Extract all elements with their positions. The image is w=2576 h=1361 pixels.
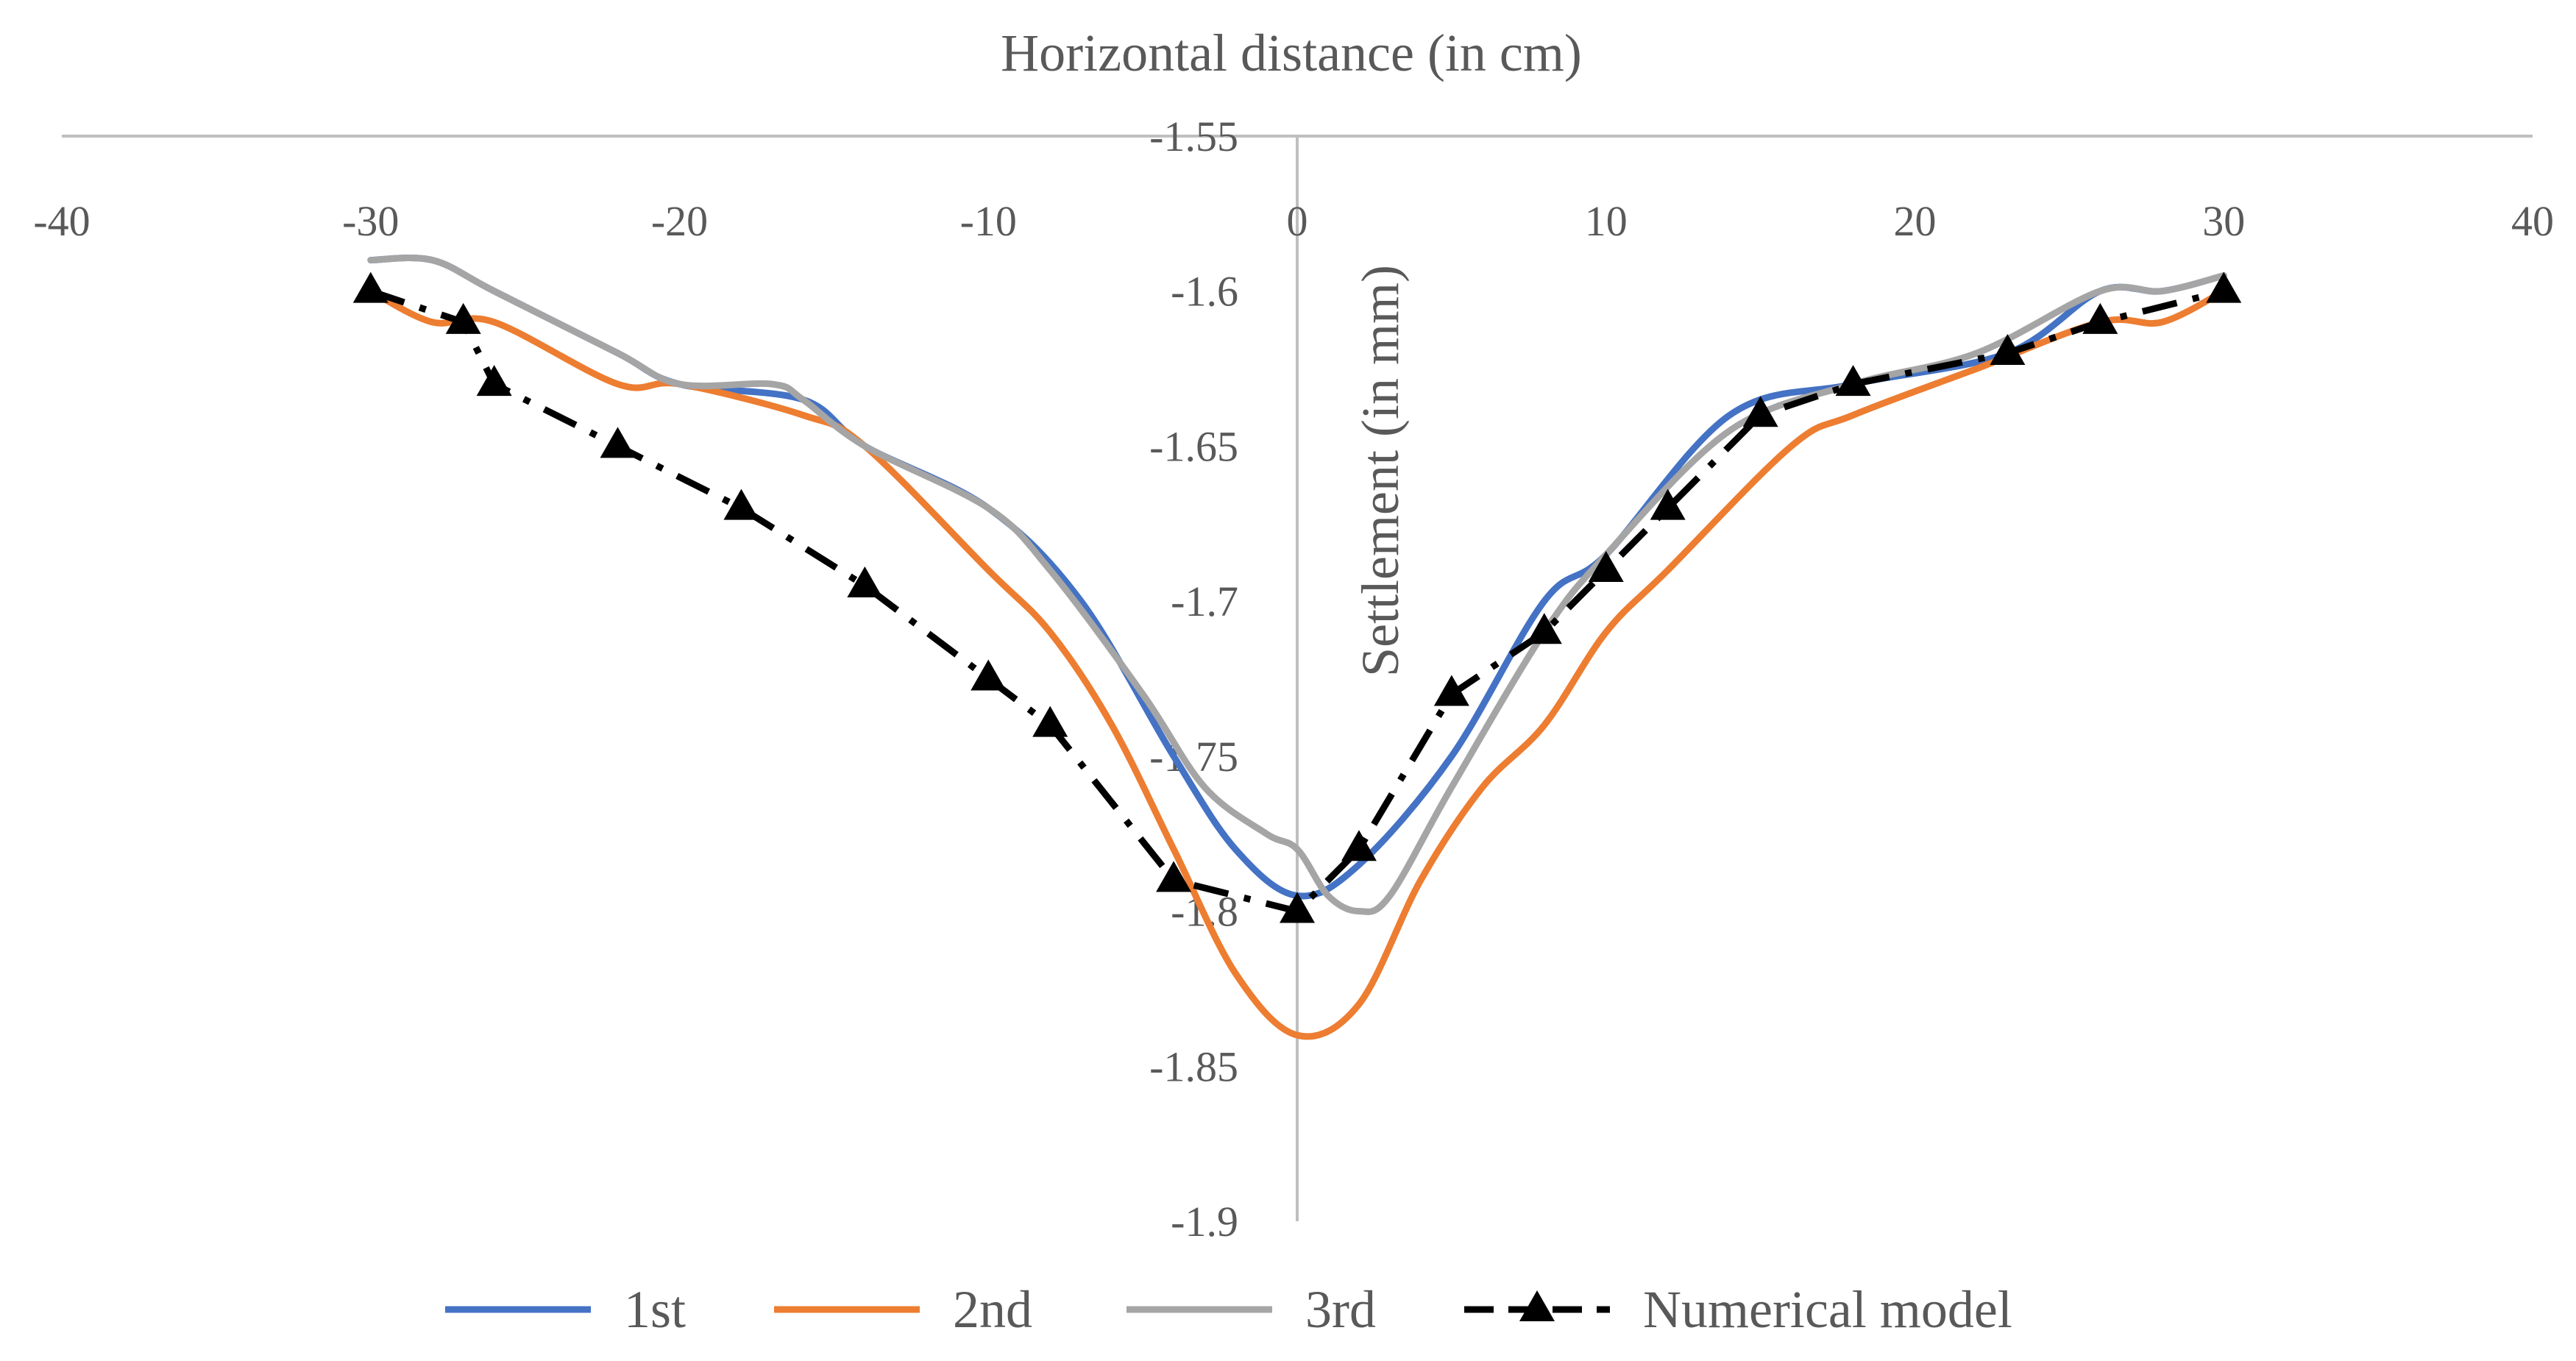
data-point-marker [1742, 396, 1778, 427]
data-point-marker [1032, 706, 1068, 737]
series-line-2nd [367, 288, 2227, 1040]
data-point-marker [1341, 830, 1377, 861]
x-tick-label: -30 [342, 197, 399, 245]
data-point-marker [723, 488, 759, 520]
x-tick-label: 40 [2511, 197, 2554, 245]
y-tick-label: -1.6 [1171, 268, 1238, 316]
data-point-marker [1526, 613, 1562, 644]
x-tick-label: -40 [33, 197, 90, 245]
data-point-marker [971, 659, 1007, 691]
data-point-marker [847, 566, 883, 598]
x-axis-title: Horizontal distance (in cm) [1001, 24, 1582, 82]
series-markers [352, 271, 2242, 923]
data-point-marker [600, 427, 636, 458]
x-tick-label: 10 [1585, 197, 1628, 245]
x-tick-label: 20 [1894, 197, 1937, 245]
data-point-marker [1156, 861, 1192, 892]
legend-label-3rd: 3rd [1305, 1280, 1376, 1339]
legend-label-numerical-model: Numerical model [1643, 1280, 2012, 1339]
y-axis-title: Settlement (in mm) [1351, 265, 1410, 677]
data-point-marker [1433, 675, 1469, 706]
legend-label-2nd: 2nd [953, 1280, 1032, 1339]
x-tick-labels: -40 -30 -20 -10 0 10 20 30 40 [33, 197, 2554, 245]
y-tick-label: -1.55 [1149, 113, 1238, 160]
data-point-marker [1588, 550, 1624, 582]
data-point-marker [1990, 333, 2026, 365]
y-tick-label: -1.7 [1171, 578, 1238, 625]
x-tick-label: 0 [1287, 197, 1308, 245]
series-line-numerical-model [369, 288, 2225, 915]
data-point-marker [352, 271, 388, 303]
x-tick-label: 30 [2202, 197, 2245, 245]
y-tick-labels: -1.55-1.6-1.65-1.7-1.75-1.8-1.85-1.9 [1149, 113, 1238, 1245]
legend-label-1st: 1st [624, 1280, 686, 1339]
data-point-marker [1650, 488, 1686, 520]
data-point-marker [2082, 302, 2118, 334]
x-tick-label: -10 [960, 197, 1017, 245]
data-point-marker [2206, 271, 2242, 303]
legend: 1st 2nd 3rd Numerical model [445, 1280, 2012, 1339]
legend-marker-numerical-model [1519, 1290, 1555, 1321]
data-point-marker [445, 302, 481, 334]
y-tick-label: -1.65 [1149, 422, 1238, 470]
y-tick-label: -1.9 [1171, 1198, 1238, 1245]
data-point-marker [476, 365, 512, 397]
x-tick-label: -20 [651, 197, 708, 245]
y-tick-label: -1.85 [1149, 1042, 1238, 1090]
data-point-marker [1280, 892, 1315, 923]
data-point-marker [1835, 365, 1871, 397]
